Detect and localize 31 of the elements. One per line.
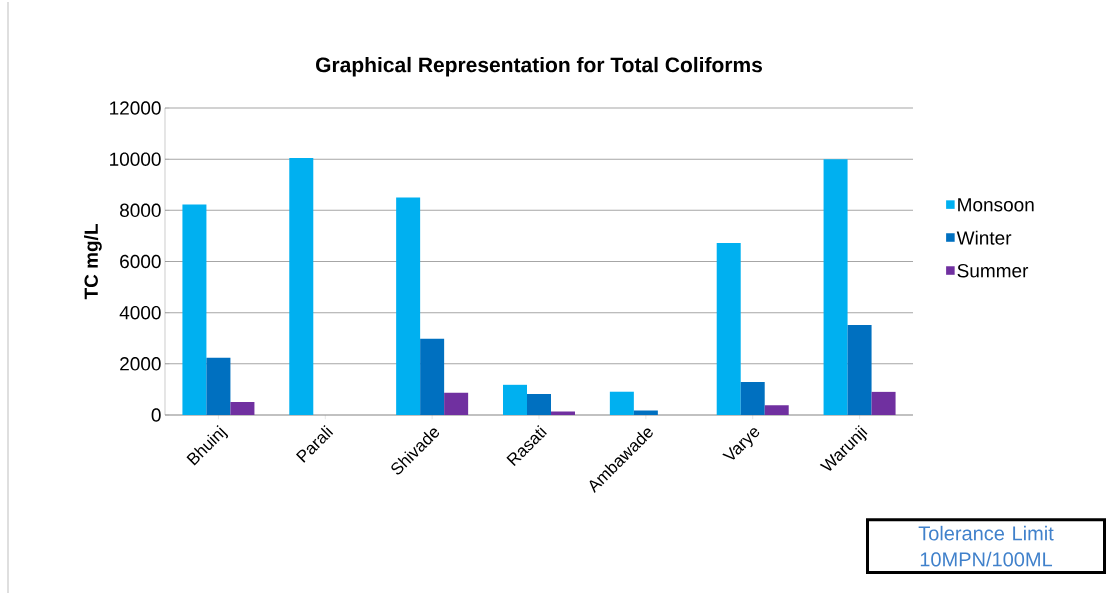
- text: Tolerance Limit 10MPN/100ML: [918, 525, 1054, 567]
- bar: [764, 405, 789, 415]
- legend-label: Summer: [957, 264, 1029, 278]
- y-tick-label: 6000: [120, 254, 161, 269]
- bar: [230, 401, 255, 415]
- bar: [716, 243, 741, 415]
- bar: [503, 384, 527, 415]
- legend-label: Winter: [956, 230, 1012, 245]
- bar: [551, 411, 575, 415]
- y-tick-label: 10000: [110, 152, 161, 166]
- y-tick-label: 4000: [119, 305, 161, 320]
- bar: [444, 392, 469, 415]
- bar: [609, 391, 634, 415]
- legend-label: Monsoon: [958, 198, 1034, 212]
- y-tick-label: 0: [151, 408, 161, 422]
- bar: [396, 197, 421, 415]
- bar: [420, 338, 445, 415]
- chart-title: Graphical Representation for Total Coliforms: [316, 56, 762, 77]
- y-tick-label: 2000: [120, 357, 161, 371]
- bar: [182, 204, 207, 415]
- y-tick-label: 12000: [110, 101, 161, 115]
- bar: [206, 357, 231, 415]
- bar: [527, 394, 551, 415]
- bar: [633, 410, 658, 415]
- bar: [289, 157, 314, 415]
- bar: [871, 391, 896, 415]
- y-tick-label: 8000: [120, 203, 161, 218]
- bar: [740, 382, 765, 415]
- y-axis-title: TC mg/L: [83, 224, 102, 300]
- bar: [823, 159, 848, 415]
- bar: [847, 324, 872, 415]
